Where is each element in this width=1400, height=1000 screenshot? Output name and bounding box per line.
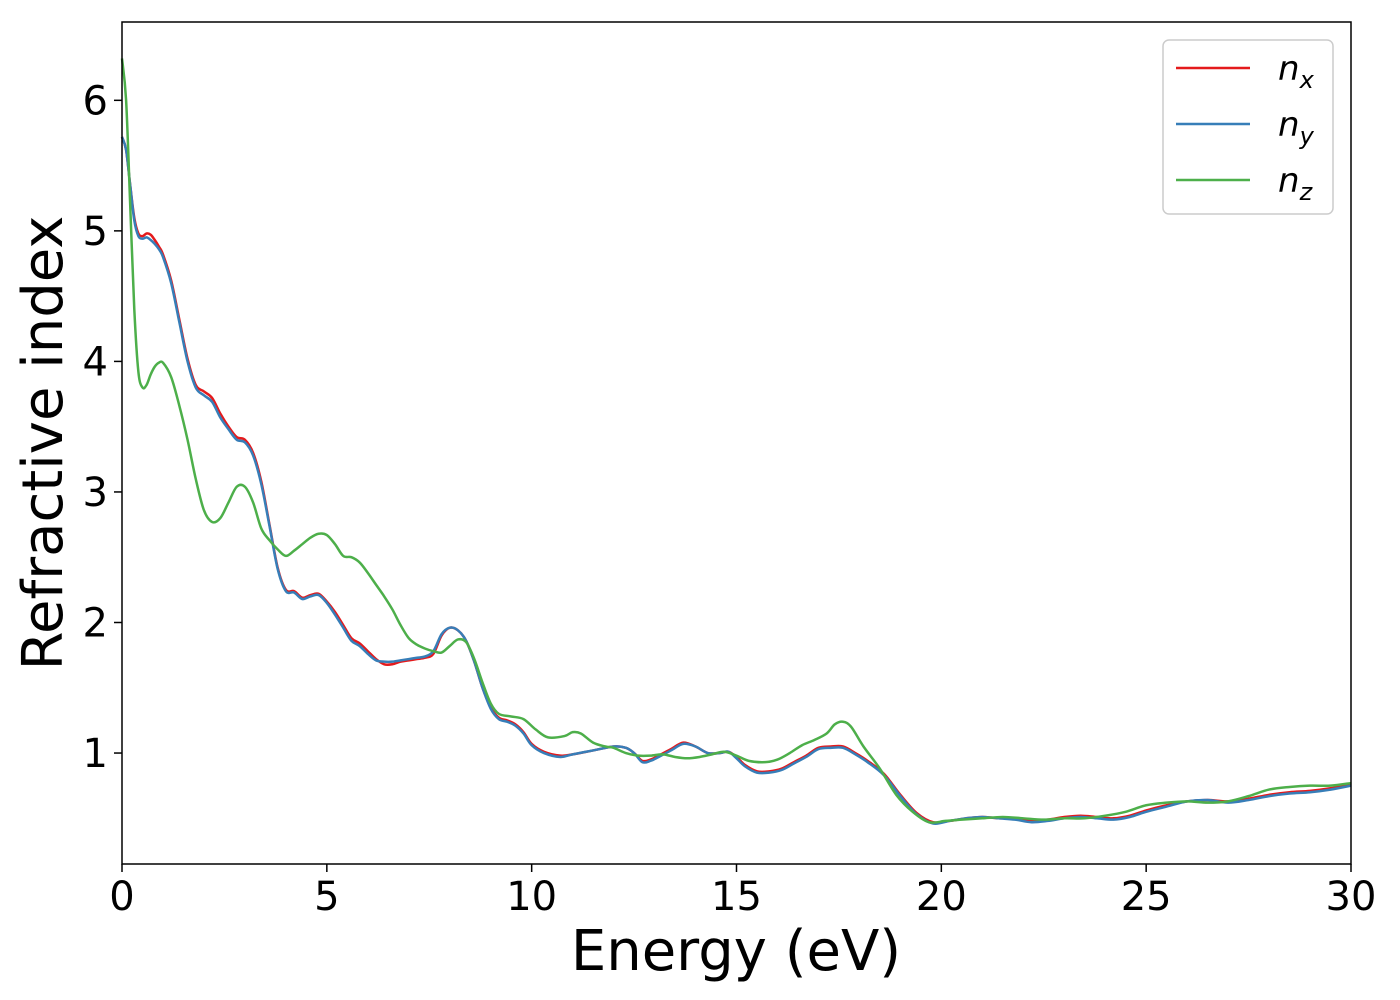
x-tick-label: 10 (506, 874, 557, 920)
y-axis-title: Refractive index (11, 216, 76, 671)
legend-label-n-x: nx (1278, 49, 1315, 94)
y-tick-label: 1 (83, 731, 108, 777)
x-axis-title: Energy (eV) (571, 919, 901, 984)
x-tick-label: 15 (711, 874, 762, 920)
y-tick-label: 2 (83, 600, 108, 646)
x-axis: 0 5 10 15 20 25 30 (109, 864, 1376, 920)
legend: nx ny nz (1162, 39, 1334, 215)
plot-area (122, 22, 1351, 864)
x-tick-label: 0 (109, 874, 134, 920)
x-tick-label: 25 (1121, 874, 1172, 920)
legend-box (1162, 39, 1334, 215)
x-tick-label: 30 (1326, 874, 1377, 920)
legend-label-n-y: ny (1278, 105, 1315, 150)
y-tick-label: 3 (83, 470, 108, 516)
y-tick-label: 6 (83, 78, 108, 124)
y-tick-label: 4 (83, 339, 108, 385)
series-layer (120, 58, 1352, 826)
y-tick-label: 5 (83, 209, 108, 255)
series-line-n-y (120, 136, 1352, 826)
x-tick-label: 20 (916, 874, 967, 920)
series-line-n-z (120, 58, 1352, 824)
y-axis: 1 2 3 4 5 6 (83, 78, 122, 777)
x-tick-label: 5 (314, 874, 339, 920)
legend-label-n-z: nz (1278, 161, 1314, 206)
